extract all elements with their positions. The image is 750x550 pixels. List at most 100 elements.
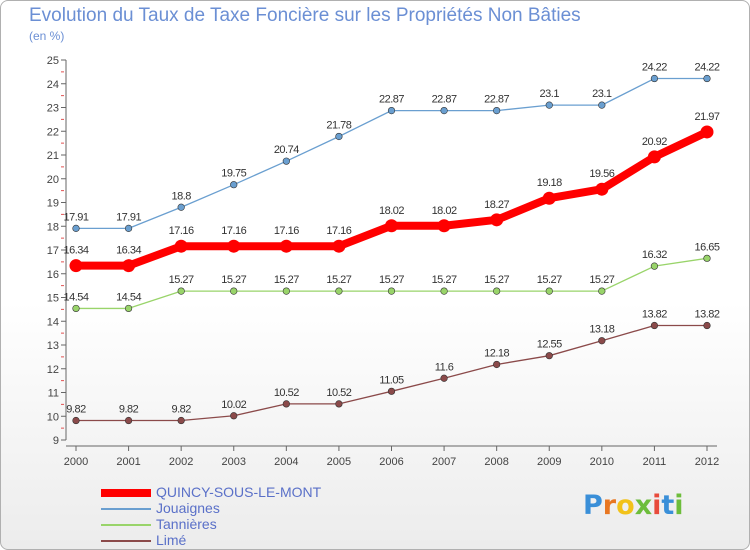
x-tick-label: 2008 bbox=[484, 456, 508, 468]
y-tick-label: 19 bbox=[47, 198, 59, 210]
y-tick-label: 13 bbox=[47, 340, 59, 352]
data-label: 18.27 bbox=[484, 199, 509, 211]
data-label: 15.27 bbox=[169, 274, 194, 286]
x-tick-label: 2011 bbox=[643, 456, 667, 468]
data-label: 15.27 bbox=[484, 274, 509, 286]
x-tick-label: 2001 bbox=[116, 456, 140, 468]
logo-letter: i bbox=[652, 490, 662, 521]
data-point bbox=[124, 224, 133, 232]
data-label: 9.82 bbox=[171, 404, 191, 416]
data-point bbox=[72, 304, 80, 313]
data-point bbox=[647, 150, 661, 164]
y-tick-label: 10 bbox=[47, 411, 59, 423]
data-point bbox=[387, 387, 396, 395]
data-point bbox=[493, 287, 501, 295]
data-point bbox=[437, 219, 451, 233]
data-label: 10.02 bbox=[221, 399, 246, 411]
data-point bbox=[72, 224, 80, 232]
y-tick-label: 21 bbox=[47, 150, 59, 162]
data-point bbox=[72, 416, 80, 425]
data-label: 17.16 bbox=[221, 225, 246, 237]
data-label: 15.27 bbox=[589, 274, 614, 286]
data-label: 13.82 bbox=[694, 309, 719, 321]
unit-label: (en %) bbox=[29, 29, 65, 43]
logo-letter: r bbox=[602, 490, 617, 521]
logo-letter: x bbox=[634, 490, 653, 521]
data-point bbox=[703, 321, 711, 330]
y-tick-label: 15 bbox=[47, 293, 59, 305]
data-label: 14.54 bbox=[63, 291, 88, 303]
data-label: 15.27 bbox=[326, 274, 351, 286]
legend-label: Jouaignes bbox=[156, 500, 220, 516]
x-tick-label: 2012 bbox=[695, 456, 719, 468]
data-point bbox=[545, 352, 553, 360]
data-label: 20.92 bbox=[642, 136, 667, 148]
data-point bbox=[69, 259, 83, 273]
legend-swatch bbox=[101, 508, 151, 510]
data-label: 19.18 bbox=[537, 177, 562, 189]
data-point bbox=[598, 337, 606, 345]
data-label: 22.87 bbox=[432, 94, 457, 106]
data-label: 22.87 bbox=[484, 94, 509, 106]
data-point bbox=[230, 287, 238, 295]
data-label: 16.34 bbox=[63, 245, 88, 257]
data-label: 24.22 bbox=[694, 62, 719, 74]
data-label: 17.16 bbox=[274, 225, 299, 237]
data-point bbox=[282, 400, 290, 408]
data-label: 15.27 bbox=[537, 274, 562, 286]
data-point bbox=[177, 203, 185, 211]
data-point bbox=[493, 360, 501, 369]
y-tick-label: 23 bbox=[47, 103, 59, 115]
x-tick-label: 2007 bbox=[432, 456, 456, 468]
data-label: 21.78 bbox=[326, 119, 351, 131]
legend-label: Limé bbox=[156, 532, 187, 548]
data-label: 21.97 bbox=[694, 111, 719, 123]
data-label: 16.65 bbox=[694, 241, 719, 253]
data-point bbox=[332, 239, 346, 253]
data-label: 17.16 bbox=[169, 225, 194, 237]
data-label: 11.05 bbox=[379, 374, 404, 386]
logo-letter: o bbox=[616, 490, 635, 521]
data-label: 9.82 bbox=[66, 404, 86, 416]
data-point bbox=[440, 287, 448, 295]
data-label: 13.82 bbox=[642, 309, 667, 321]
legend-label: Tannières bbox=[156, 516, 217, 532]
y-tick-label: 11 bbox=[48, 388, 59, 400]
data-point bbox=[650, 321, 659, 330]
data-point bbox=[703, 74, 711, 83]
legend-swatch bbox=[101, 524, 151, 526]
data-label: 18.8 bbox=[171, 190, 191, 202]
y-tick-label: 18 bbox=[47, 221, 59, 233]
x-tick-label: 2010 bbox=[590, 456, 614, 468]
data-point bbox=[335, 287, 343, 295]
data-label: 19.56 bbox=[589, 168, 614, 180]
data-label: 10.52 bbox=[274, 387, 299, 399]
legend-label: QUINCY-SOUS-LE-MONT bbox=[156, 484, 322, 500]
data-label: 15.27 bbox=[221, 274, 246, 286]
data-label: 10.52 bbox=[326, 387, 351, 399]
legend-item: Jouaignes bbox=[101, 500, 401, 517]
x-tick-label: 2002 bbox=[169, 456, 193, 468]
data-label: 12.18 bbox=[484, 347, 509, 359]
data-label: 14.54 bbox=[116, 291, 141, 303]
y-tick-label: 22 bbox=[47, 126, 59, 138]
legend-swatch bbox=[101, 540, 151, 542]
y-tick-label: 25 bbox=[47, 55, 59, 67]
logo-letter: t bbox=[661, 490, 675, 521]
data-point bbox=[387, 287, 396, 295]
data-point bbox=[493, 106, 501, 115]
data-point bbox=[700, 125, 714, 139]
x-tick-label: 2006 bbox=[379, 456, 403, 468]
data-label: 22.87 bbox=[379, 94, 404, 106]
x-tick-label: 2003 bbox=[222, 456, 246, 468]
data-label: 23.1 bbox=[592, 88, 612, 100]
data-point bbox=[542, 191, 556, 205]
data-label: 18.02 bbox=[432, 205, 457, 217]
data-point bbox=[545, 101, 553, 109]
x-tick-label: 2004 bbox=[274, 456, 298, 468]
data-label: 16.34 bbox=[116, 245, 141, 257]
data-point bbox=[279, 239, 293, 253]
data-label: 13.18 bbox=[589, 324, 614, 336]
logo-letter: i bbox=[674, 490, 684, 521]
